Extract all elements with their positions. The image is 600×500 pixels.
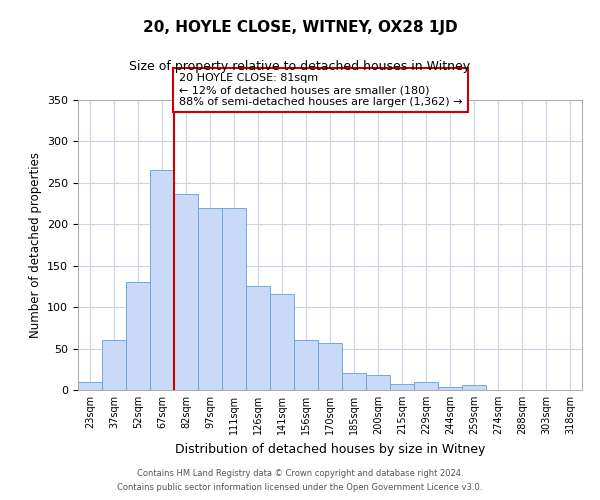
Bar xyxy=(246,286,270,390)
Bar xyxy=(198,208,222,390)
Text: 20 HOYLE CLOSE: 81sqm
← 12% of detached houses are smaller (180)
88% of semi-det: 20 HOYLE CLOSE: 81sqm ← 12% of detached … xyxy=(179,74,463,106)
Y-axis label: Number of detached properties: Number of detached properties xyxy=(29,152,41,338)
Text: Contains public sector information licensed under the Open Government Licence v3: Contains public sector information licen… xyxy=(118,484,482,492)
Bar xyxy=(126,282,150,390)
Bar xyxy=(294,340,318,390)
Bar xyxy=(174,194,198,390)
Bar xyxy=(78,382,102,390)
Bar xyxy=(366,375,390,390)
Bar xyxy=(390,384,414,390)
Bar xyxy=(462,385,486,390)
Text: Size of property relative to detached houses in Witney: Size of property relative to detached ho… xyxy=(130,60,470,73)
Text: 20, HOYLE CLOSE, WITNEY, OX28 1JD: 20, HOYLE CLOSE, WITNEY, OX28 1JD xyxy=(143,20,457,35)
Text: Contains HM Land Registry data © Crown copyright and database right 2024.: Contains HM Land Registry data © Crown c… xyxy=(137,468,463,477)
X-axis label: Distribution of detached houses by size in Witney: Distribution of detached houses by size … xyxy=(175,442,485,456)
Bar xyxy=(222,208,246,390)
Bar xyxy=(270,294,294,390)
Bar xyxy=(150,170,174,390)
Bar xyxy=(414,382,438,390)
Bar xyxy=(342,372,366,390)
Bar xyxy=(102,340,126,390)
Bar xyxy=(318,343,342,390)
Bar xyxy=(438,386,462,390)
